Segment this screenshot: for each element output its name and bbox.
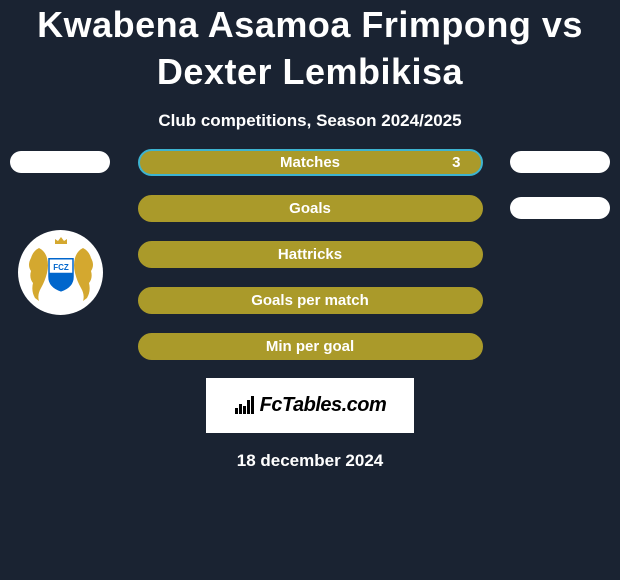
stat-row-matches: Matches 3	[0, 149, 620, 176]
stat-label: Matches	[280, 154, 340, 171]
stat-bar: Goals per match	[138, 287, 483, 314]
date-text: 18 december 2024	[237, 451, 384, 471]
stat-row-goals: Goals	[0, 195, 620, 222]
stat-bar: Matches 3	[138, 149, 483, 176]
brand-box: FcTables.com	[206, 378, 415, 433]
stat-label: Hattricks	[278, 246, 342, 263]
stat-bar: Min per goal	[138, 333, 483, 360]
stat-bar: Goals	[138, 195, 483, 222]
club-badge: FCZ	[18, 230, 103, 315]
page-title: Kwabena Asamoa Frimpong vs Dexter Lembik…	[0, 2, 620, 96]
left-value-pill	[10, 151, 110, 173]
stat-label: Goals per match	[251, 292, 369, 309]
stat-label: Goals	[289, 200, 331, 217]
infographic-container: Kwabena Asamoa Frimpong vs Dexter Lembik…	[0, 0, 620, 580]
stat-label: Min per goal	[266, 338, 354, 355]
fcz-logo: FCZ	[31, 238, 91, 308]
badge-text: FCZ	[53, 262, 69, 271]
shield-icon: FCZ	[47, 256, 75, 292]
right-value-pill	[510, 151, 610, 173]
subtitle: Club competitions, Season 2024/2025	[158, 111, 461, 131]
stat-row-min-per-goal: Min per goal	[0, 333, 620, 360]
stat-value: 3	[452, 154, 460, 171]
stat-bar: Hattricks	[138, 241, 483, 268]
right-value-pill	[510, 197, 610, 219]
bar-chart-icon	[234, 396, 254, 414]
brand-text: FcTables.com	[260, 394, 387, 417]
